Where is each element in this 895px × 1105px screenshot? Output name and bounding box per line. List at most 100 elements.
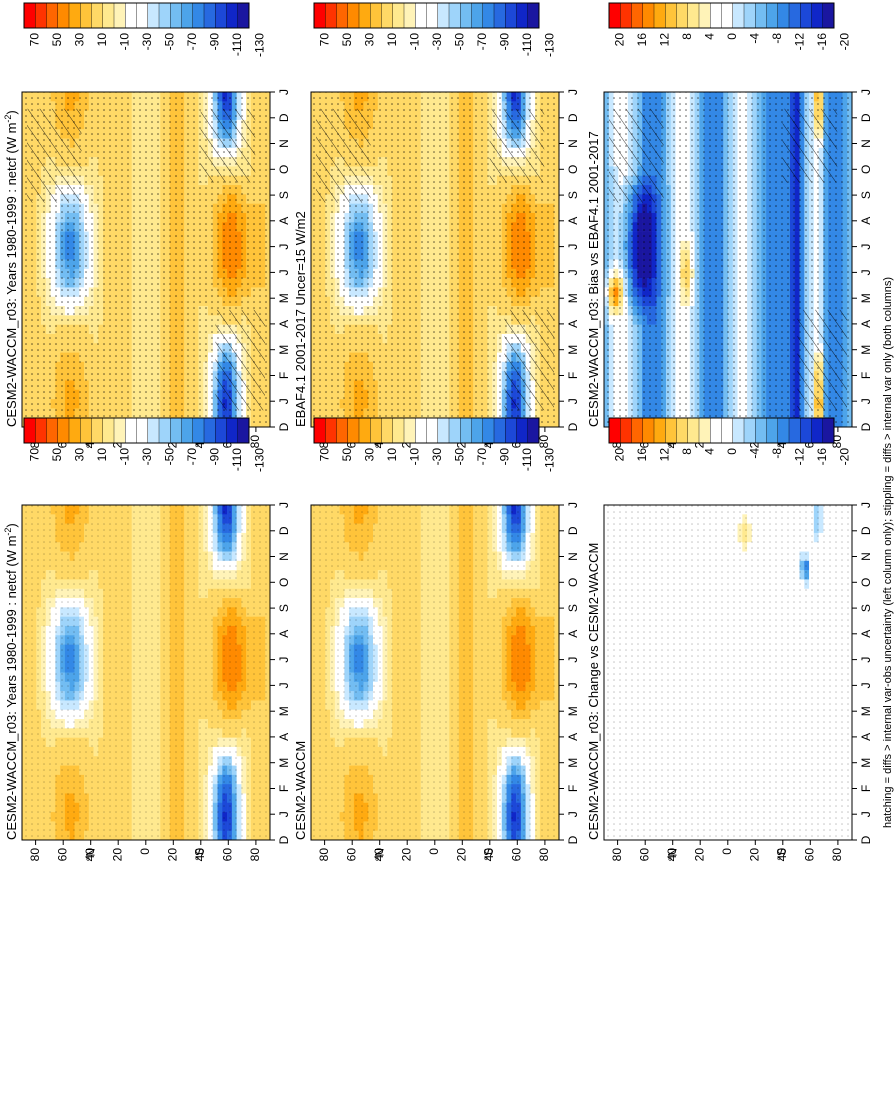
month-label: M [277, 293, 291, 303]
month-label: J [277, 657, 291, 663]
month-label: J [277, 811, 291, 817]
colorbar-tick-label: -30 [140, 33, 154, 51]
month-label: F [277, 372, 291, 379]
colorbar-tick-label: -70 [185, 33, 199, 51]
month-label: D [277, 113, 291, 122]
colorbar-tick-label: -30 [140, 448, 154, 466]
colorbar-swatch [113, 2, 126, 29]
colorbar-swatch [35, 2, 48, 29]
title-close: ) [4, 110, 19, 114]
colorbar-swatch [23, 417, 36, 444]
colorbar-tick-label: -130 [252, 33, 266, 57]
colorbar-swatch [237, 417, 250, 444]
colorbar-swatch [68, 2, 81, 29]
month-label: A [277, 320, 291, 328]
panel-title: CESM2-WACCM_r03: Years 1980-1999 : netcf… [3, 523, 19, 840]
month-label: N [277, 552, 291, 561]
colorbar-tick-label: 30 [72, 448, 86, 462]
month-label: J [277, 398, 291, 404]
colorbar-swatch [226, 2, 239, 29]
colorbar-swatch [136, 417, 149, 444]
month-label: J [277, 502, 291, 508]
month-label: M [277, 758, 291, 768]
month-label: J [277, 89, 291, 95]
colorbar-swatch [46, 2, 59, 29]
colorbar-tick-label: 30 [72, 33, 86, 47]
colorbar-swatch [215, 2, 228, 29]
month-label: J [277, 244, 291, 250]
colorbar-swatch [215, 417, 228, 444]
colorbar-swatch [91, 417, 104, 444]
colorbar-tick-label: 50 [50, 33, 64, 47]
month-label: D [277, 422, 291, 431]
month-label: J [277, 269, 291, 275]
month-label: M [277, 706, 291, 716]
colorbar-tick-label: -50 [162, 33, 176, 51]
colorbar-swatch [23, 2, 36, 29]
lat-tick-label: 60 [55, 848, 69, 862]
panel-title: CESM2-WACCM_r03: Years 1980-1999 : netcf… [3, 110, 19, 427]
colorbar-tick-label: -90 [207, 33, 221, 51]
stippling [22, 505, 270, 840]
colorbar-tick-label: -10 [117, 448, 131, 466]
title-superscript: -2 [3, 115, 13, 123]
colorbar-tick-label: -10 [117, 33, 131, 51]
lat-tick-label: 80 [248, 848, 262, 862]
lat-tick-label: 40 [83, 848, 97, 862]
colorbar-swatch [102, 417, 115, 444]
lat-tick-label: 80 [28, 848, 42, 862]
hatching [200, 108, 256, 183]
month-label: J [277, 682, 291, 688]
colorbar-swatch [125, 417, 138, 444]
colorbar-tick-label: 70 [27, 448, 41, 462]
hatching [215, 309, 265, 411]
month-label: D [277, 835, 291, 844]
colorbar-tick-label: 50 [50, 448, 64, 462]
colorbar-tick-label: -70 [185, 448, 199, 466]
colorbar-swatch [102, 2, 115, 29]
month-label: O [277, 578, 291, 587]
colorbar-tick-label: -130 [252, 448, 266, 472]
lat-label-south: °S [193, 848, 207, 861]
colorbar-tick-label: -50 [162, 448, 176, 466]
colorbar-swatch [203, 2, 216, 29]
lat-tick-label: 60 [220, 848, 234, 862]
colorbar-swatch [35, 417, 48, 444]
lat-tick-label: 40 [193, 848, 207, 862]
colorbar-swatch [68, 417, 81, 444]
month-label: D [277, 526, 291, 535]
lat-label-north: °N [84, 848, 98, 861]
colorbar-swatch [237, 2, 250, 29]
colorbar-swatch [192, 2, 205, 29]
colorbar-swatch [91, 2, 104, 29]
month-label: A [277, 733, 291, 741]
colorbar-swatch [46, 417, 59, 444]
colorbar-swatch [80, 417, 93, 444]
colorbar-swatch [80, 2, 93, 29]
colorbar-swatch [170, 2, 183, 29]
colorbar-tick-label: 70 [27, 33, 41, 47]
colorbar-swatch [136, 2, 149, 29]
colorbar-frame [23, 2, 250, 29]
lat-tick-label: 80 [248, 435, 262, 449]
month-label: S [277, 191, 291, 199]
title-close: ) [4, 523, 19, 527]
title-superscript: -2 [3, 528, 13, 536]
colorbar-swatch [125, 2, 138, 29]
colorbar: 70 50 30 10 -10 -30 -50 -70 -90 -110 -130 [23, 2, 266, 57]
colorbar-swatch [226, 417, 239, 444]
month-label: O [277, 165, 291, 174]
colorbar-tick-label: -90 [207, 448, 221, 466]
colorbar-swatch [57, 417, 70, 444]
colorbar-swatch [147, 417, 160, 444]
colorbar-tick-label: 10 [95, 33, 109, 47]
colorbar-tick-label: 10 [95, 448, 109, 462]
colorbar-swatch [158, 2, 171, 29]
colorbar-swatch [192, 417, 205, 444]
colorbar-swatch [203, 417, 216, 444]
colorbar-swatch [57, 2, 70, 29]
panel-model-left: DJFMAMJJASONDJ80604020020406080°N°SCESM2… [3, 89, 291, 448]
colorbar-frame [23, 417, 250, 444]
